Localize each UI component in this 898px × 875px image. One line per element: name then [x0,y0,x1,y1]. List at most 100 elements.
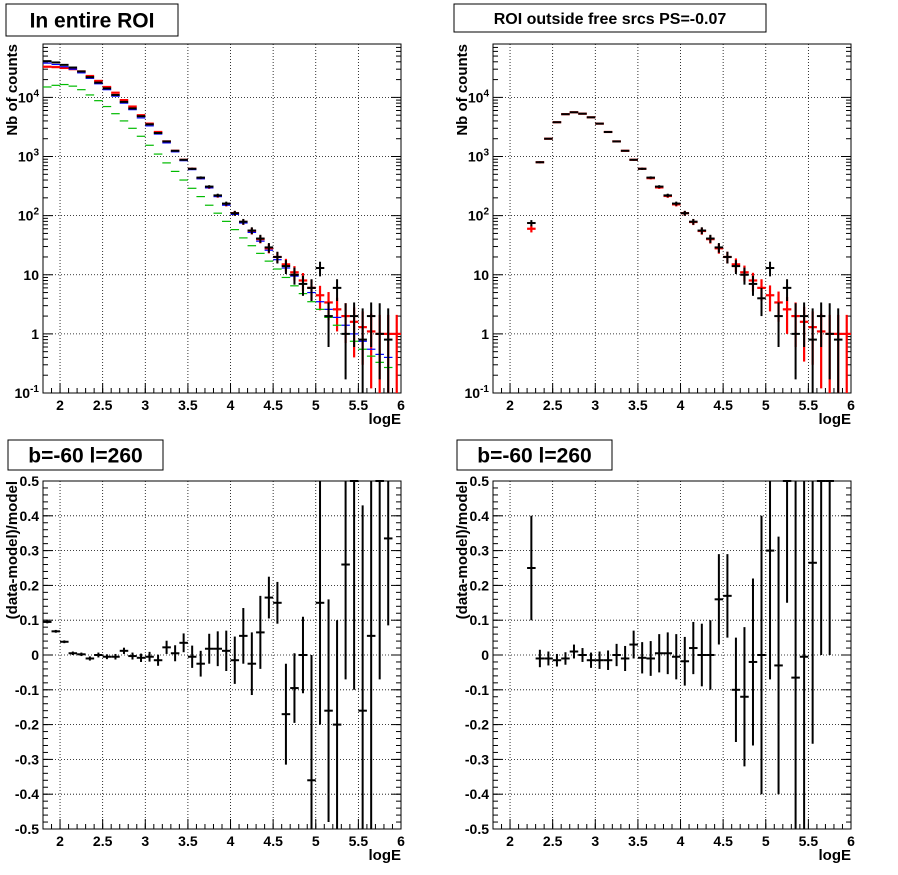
x-tick-label: 2.5 [543,833,563,849]
x-tick-label: 4 [677,397,685,413]
y-tick-label: 104 [468,88,490,105]
series-3 [43,60,393,393]
y-tick-label: 10-1 [15,384,40,401]
y-tick-label: 0.1 [470,612,490,628]
x-tick-label: 3.5 [178,397,198,413]
x-tick-label: 6 [397,833,405,849]
x-tick-label: 2 [506,397,514,413]
plot-area [43,44,401,393]
chart-title: ROI outside free srcs PS=-0.07 [494,11,727,28]
x-tick-label: 2 [56,397,64,413]
series-0 [527,480,834,829]
y-axis-label: (data-model)/model [4,481,21,619]
y-tick-label: 0.2 [20,577,40,593]
chart-bottom-left: 2 2.5 3 3.5 4 4.5 5 5.5 6 -0.5 -0.4 -0.3 -0.2 -0.1 0 0.… [4,439,405,864]
y-tick-label: 0.5 [20,473,40,489]
chart-title-box [5,3,179,37]
x-tick-label: 4 [227,397,235,413]
plot-frame [42,43,402,394]
y-axis-label: Nb of counts [4,44,21,136]
plot-frame [42,480,402,830]
x-axis-label: logE [369,847,402,864]
y-tick-label: 10 [473,267,489,283]
y-tick-label: 104 [18,88,40,105]
y-tick-label: -0.4 [465,786,489,802]
y-tick-label: 10-1 [465,384,490,401]
x-tick-label: 6 [847,833,855,849]
x-tick-label: 3.5 [178,833,198,849]
x-tick-label: 3 [591,397,599,413]
x-tick-label: 6 [847,397,855,413]
chart-title-box [456,439,613,471]
y-tick-label: -0.3 [15,751,39,767]
x-tick-label: 4.5 [713,833,733,849]
x-axis-label: logE [369,411,402,428]
x-tick-label: 4.5 [263,397,283,413]
y-tick-label: 1 [481,326,489,342]
series-1 [527,111,843,393]
x-tick-label: 2.5 [93,397,113,413]
chart-title-box [453,3,767,33]
y-tick-label: 10 [23,267,39,283]
x-tick-label: 5.5 [799,397,819,413]
chart-title: In entire ROI [30,10,155,33]
y-tick-label: -0.2 [15,717,39,733]
plot-area [493,44,851,393]
x-tick-label: 5 [312,833,320,849]
chart-title-box [7,439,164,471]
y-tick-label: 0.3 [20,543,40,559]
x-tick-label: 5.5 [799,833,819,849]
x-axis-label: logE [819,411,852,428]
y-tick-label: 103 [468,148,490,165]
y-tick-label: 102 [468,207,490,224]
y-tick-label: -0.1 [465,682,489,698]
x-tick-label: 5 [762,833,770,849]
y-tick-label: 102 [18,207,40,224]
y-tick-label: 0.4 [470,508,490,524]
x-tick-label: 5.5 [349,833,369,849]
y-tick-label: 0 [31,647,39,663]
y-tick-label: 103 [18,148,40,165]
x-tick-label: 2 [506,833,514,849]
x-tick-label: 4.5 [713,397,733,413]
y-tick-label: 1 [31,326,39,342]
x-tick-label: 2.5 [93,833,113,849]
x-tick-label: 3.5 [628,397,648,413]
chart-title: b=-60 l=260 [477,445,591,468]
x-tick-label: 4.5 [263,833,283,849]
y-tick-label: -0.3 [465,751,489,767]
plot-frame [492,43,852,394]
y-tick-label: 0.3 [470,543,490,559]
x-tick-label: 3 [591,833,599,849]
y-tick-label: -0.5 [465,821,489,837]
x-tick-label: 2.5 [543,397,563,413]
y-tick-label: -0.4 [15,786,39,802]
y-tick-label: 0.1 [20,612,40,628]
y-tick-label: -0.1 [15,682,39,698]
x-axis-label: logE [819,847,852,864]
x-tick-label: 6 [397,397,405,413]
y-tick-label: 0 [481,647,489,663]
chart-top-left: 2 2.5 3 3.5 4 4.5 5 5.5 6 10-1 1 10 102 103 104 logE Nb … [4,3,405,428]
x-tick-label: 3 [141,397,149,413]
chart-title: b=-60 l=260 [28,445,142,468]
y-tick-label: 0.4 [20,508,40,524]
x-tick-label: 4 [677,833,685,849]
y-tick-label: -0.5 [15,821,39,837]
y-tick-label: 0.5 [470,473,490,489]
x-tick-label: 3 [141,833,149,849]
x-tick-label: 2 [56,833,64,849]
y-tick-label: -0.2 [465,717,489,733]
x-tick-label: 5 [312,397,320,413]
x-tick-label: 5 [762,397,770,413]
y-tick-label: 0.2 [470,577,490,593]
x-tick-label: 4 [227,833,235,849]
series-0 [43,480,393,829]
y-axis-label: (data-model)/model [454,481,471,619]
chart-bottom-right: 2 2.5 3 3.5 4 4.5 5 5.5 6 -0.5 -0.4 -0.3 -0.2 -0.1 0 0.… [454,439,855,864]
plot-frame [492,480,852,830]
plot-area [493,481,851,829]
series-1 [43,62,393,359]
chart-top-right: 2 2.5 3 3.5 4 4.5 5 5.5 6 10-1 1 10 102 103 104 logE Nb … [453,3,855,428]
